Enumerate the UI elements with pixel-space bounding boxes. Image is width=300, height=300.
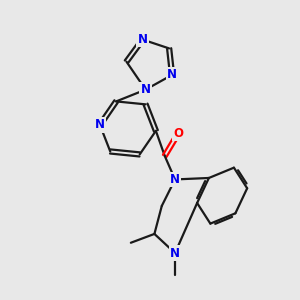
Text: N: N (170, 173, 180, 186)
Text: O: O (173, 127, 183, 140)
Text: N: N (170, 247, 180, 260)
Text: N: N (167, 68, 177, 81)
Text: N: N (95, 118, 105, 131)
Text: N: N (141, 83, 151, 96)
Text: N: N (138, 33, 148, 46)
